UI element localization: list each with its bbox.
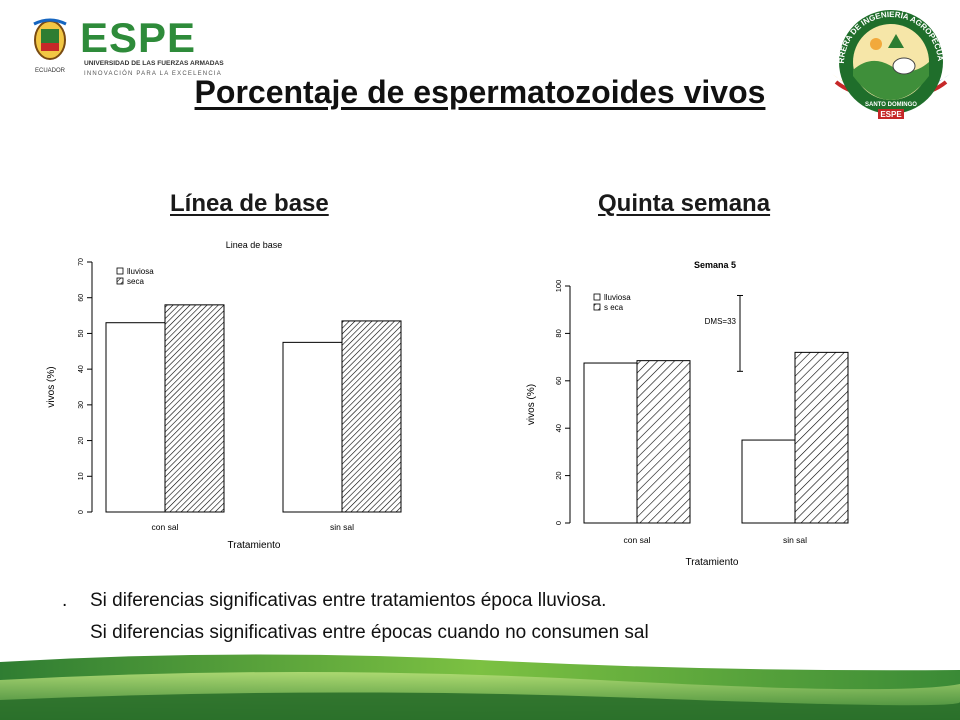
finding-text: Si diferencias significativas entre trat… [90,590,607,611]
x-axis-label: Tratamiento [686,557,739,568]
espe-wordmark: ESPE [80,14,196,61]
bar [583,362,638,524]
y-tick-label: 100 [554,280,563,293]
y-tick-label: 20 [78,437,85,445]
legend-label: seca [127,277,144,286]
legend-label: lluviosa [127,267,154,276]
chart-baseline: Linea de base 0 10 20 30 40 50 60 70 vivos (%) con… [46,240,402,551]
bar [741,439,796,524]
y-tick-label: 80 [554,329,563,337]
y-tick-label: 0 [78,510,85,514]
x-category-label: sin sal [330,522,354,532]
crest-text: ECUADOR [35,68,66,74]
bar [164,304,225,513]
university-name: UNIVERSIDAD DE LAS FUERZAS ARMADAS [84,60,224,67]
y-tick-label: 70 [78,258,85,266]
y-tick-label: 30 [78,401,85,409]
y-tick-label: 60 [554,377,563,385]
legend-swatch [593,293,601,301]
footer-green-band [0,654,960,720]
y-tick-label: 10 [78,472,85,480]
x-category-label: sin sal [783,535,807,545]
y-tick-label: 0 [554,521,563,525]
espe-university-logo: ECUADOR ESPE UNIVERSIDAD DE LAS FUERZAS … [33,14,224,77]
ram-icon [892,57,916,75]
x-category-label: con sal [624,535,651,545]
dms-label: DMS=33 [705,317,737,326]
x-category-label: con sal [152,522,179,532]
legend-label: lluviosa [604,293,631,302]
y-axis-label: vivos (%) [526,384,537,425]
ring-bottom-text: SANTO DOMINGO [865,102,917,108]
chart-title: Semana 5 [694,260,736,270]
x-axis-label: Tratamiento [228,540,281,551]
bar [105,322,166,513]
slide-title: Porcentaje de espermatozoides vivos [194,74,766,110]
y-tick-label: 50 [78,329,85,337]
legend-swatch [593,303,601,311]
legend-swatch [116,267,124,275]
chart-week5: Semana 5 0 20 40 60 80 100 vivos (%) con sal sin … [526,260,849,568]
bullet-marker: . [62,590,68,611]
legend-swatch [116,277,124,285]
finding-text: Si diferencias significativas entre époc… [90,622,649,643]
y-tick-label: 20 [554,471,563,479]
y-axis-label: vivos (%) [46,366,57,407]
finding-item: Si diferencias significativas entre époc… [62,617,922,649]
y-tick-label: 60 [78,294,85,302]
bar [341,320,402,513]
bar [794,351,849,524]
espe-badge: ESPE [880,110,902,119]
chart-title: Linea de base [226,240,283,250]
findings-list: . Si diferencias significativas entre tr… [62,585,922,649]
university-motto: INNOVACIÓN PARA LA EXCELENCIA [84,70,222,77]
crest-icon: ECUADOR [33,18,67,74]
bar [636,360,691,524]
bar [282,341,343,513]
subtitle-baseline: Línea de base [170,190,329,217]
subtitle-week5: Quinta semana [598,190,771,217]
y-tick-label: 40 [78,365,85,373]
legend-label: s eca [604,303,624,312]
agropecuaria-career-logo: CARRERA DE INGENIERÍA AGROPECUARIA SANTO… [826,4,950,119]
y-tick-label: 40 [554,424,563,432]
finding-item: . Si diferencias significativas entre tr… [62,585,922,617]
